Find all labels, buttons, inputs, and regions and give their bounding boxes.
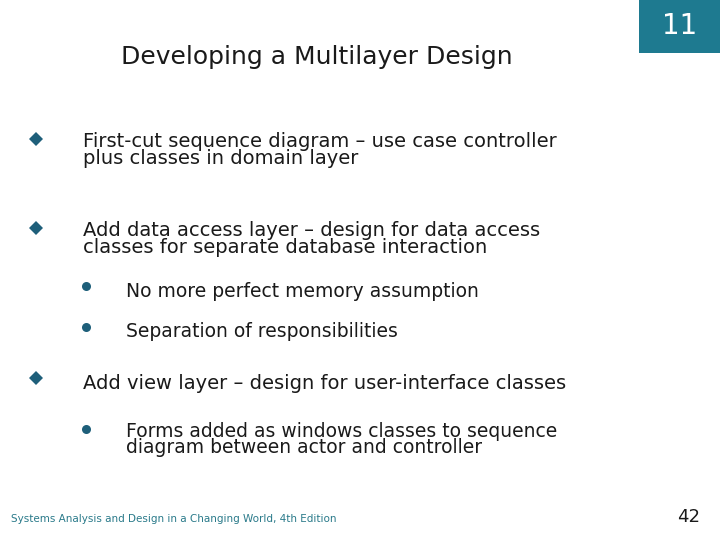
Text: Forms added as windows classes to sequence: Forms added as windows classes to sequen… xyxy=(126,422,557,441)
Text: Systems Analysis and Design in a Changing World, 4th Edition: Systems Analysis and Design in a Changin… xyxy=(11,514,336,524)
Text: Developing a Multilayer Design: Developing a Multilayer Design xyxy=(121,45,513,69)
Text: diagram between actor and controller: diagram between actor and controller xyxy=(126,438,482,457)
Text: No more perfect memory assumption: No more perfect memory assumption xyxy=(126,282,479,301)
Text: Separation of responsibilities: Separation of responsibilities xyxy=(126,322,398,341)
Text: Add view layer – design for user-interface classes: Add view layer – design for user-interfa… xyxy=(83,374,566,393)
Text: First-cut sequence diagram – use case controller: First-cut sequence diagram – use case co… xyxy=(83,132,557,151)
Text: plus classes in domain layer: plus classes in domain layer xyxy=(83,148,358,168)
Text: 11: 11 xyxy=(662,12,697,40)
FancyBboxPatch shape xyxy=(639,0,720,53)
Text: 42: 42 xyxy=(677,509,700,526)
Text: classes for separate database interaction: classes for separate database interactio… xyxy=(83,238,487,257)
Text: Add data access layer – design for data access: Add data access layer – design for data … xyxy=(83,221,540,240)
